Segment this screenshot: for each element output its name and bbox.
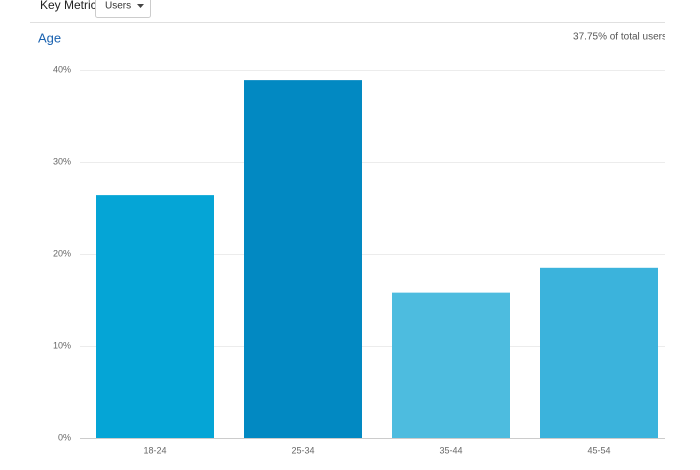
chart-subtitle: 37.75% of total users [573,32,667,43]
y-tick-label: 30% [53,156,71,166]
dropdown-box[interactable] [95,0,151,18]
x-tick-label: 45-54 [587,445,610,455]
y-tick-label: 40% [53,64,71,74]
y-tick-label: 20% [53,248,71,258]
dropdown-caret[interactable] [137,4,144,8]
bar [244,80,362,439]
metric-dropdown[interactable]: Users [95,0,151,18]
x-tick-label: 35-44 [439,445,462,455]
y-tick-label: 0% [58,432,71,442]
key-metric-label: Key Metric: [40,0,100,12]
chart-title: Age [38,30,61,45]
bar [96,195,214,438]
x-tick-label: 18-24 [143,445,166,455]
y-tick-label: 10% [53,340,71,350]
x-tick-label: 25-34 [291,445,314,455]
bar [392,292,510,438]
bar [540,267,658,438]
dropdown-value[interactable]: Users [105,1,131,12]
